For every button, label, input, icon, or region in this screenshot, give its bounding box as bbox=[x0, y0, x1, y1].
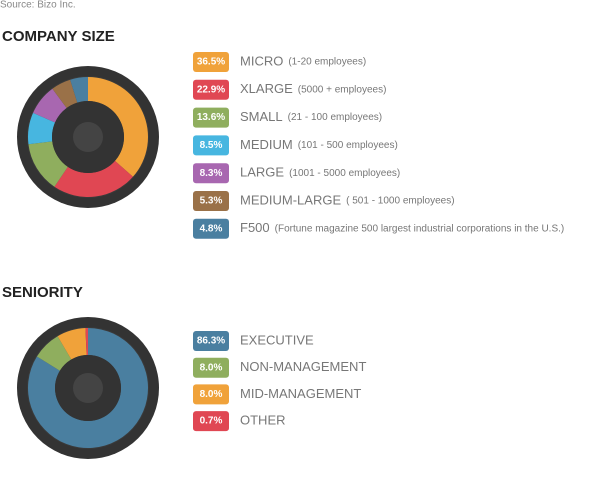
legend-detail: (21 - 100 employees) bbox=[288, 112, 383, 123]
value-label: 0.7% bbox=[200, 416, 223, 427]
donut-segment bbox=[88, 77, 148, 177]
legend-name: EXECUTIVE bbox=[240, 332, 314, 347]
value-label: 4.8% bbox=[200, 223, 223, 234]
value-label: 8.5% bbox=[200, 140, 223, 151]
legend-badge bbox=[193, 107, 229, 128]
value-label: 13.6% bbox=[197, 112, 225, 123]
donut-segment bbox=[33, 88, 67, 123]
donut-center bbox=[73, 373, 103, 403]
donut-segment bbox=[70, 77, 88, 103]
legend-badge bbox=[193, 191, 229, 211]
legend-name: SMALL bbox=[240, 109, 283, 124]
legend-detail: (5000 + employees) bbox=[298, 84, 387, 95]
donut-center bbox=[73, 122, 103, 152]
donut-segment bbox=[85, 328, 88, 356]
source: Source: Bizo Inc. bbox=[0, 0, 76, 11]
legend-name: MICRO bbox=[240, 53, 283, 68]
legend-badge bbox=[193, 331, 229, 351]
donut-segment bbox=[57, 328, 87, 360]
legend-name: F500 bbox=[240, 220, 270, 235]
donut-segment bbox=[52, 79, 78, 109]
value-label: 22.9% bbox=[197, 84, 225, 95]
legend-detail: (101 - 500 employees) bbox=[298, 140, 398, 151]
legend-detail: (1001 - 5000 employees) bbox=[289, 168, 400, 179]
donut-segment bbox=[54, 160, 133, 197]
legend-badge bbox=[193, 163, 229, 184]
legend-name: MEDIUM-LARGE bbox=[240, 192, 341, 207]
legend-badge bbox=[193, 135, 229, 156]
legend-name: LARGE bbox=[240, 165, 284, 180]
legend-badge bbox=[193, 384, 229, 405]
value-label: 36.5% bbox=[197, 57, 225, 68]
value-label: 8.3% bbox=[200, 168, 223, 179]
donut-segment bbox=[27, 328, 148, 449]
legend-name: NON-MANAGEMENT bbox=[240, 359, 366, 374]
legend-badge bbox=[193, 411, 229, 432]
legend-name: MID-MANAGEMENT bbox=[240, 386, 361, 401]
legend-name: XLARGE bbox=[240, 81, 293, 96]
section-title: COMPANY SIZE bbox=[2, 28, 115, 45]
legend-badge bbox=[193, 79, 229, 100]
legend-detail: ( 501 - 1000 employees) bbox=[346, 196, 454, 207]
legend-badge bbox=[193, 218, 229, 239]
legend-detail: (1-20 employees) bbox=[288, 57, 366, 68]
donut-segment bbox=[36, 336, 72, 371]
value-label: 8.0% bbox=[200, 362, 223, 373]
value-label: 8.0% bbox=[200, 389, 223, 400]
legend-badge bbox=[193, 52, 229, 72]
donut-segment bbox=[28, 141, 68, 187]
value-label: 86.3% bbox=[197, 336, 225, 347]
legend-badge bbox=[193, 357, 229, 378]
legend-name: MEDIUM bbox=[240, 137, 293, 152]
legend-detail: (Fortune magazine 500 largest industrial… bbox=[275, 223, 565, 234]
section-title: SENIORITY bbox=[2, 284, 83, 301]
donut-segment bbox=[28, 112, 56, 145]
value-label: 5.3% bbox=[200, 196, 223, 207]
legend-name: OTHER bbox=[240, 413, 286, 428]
